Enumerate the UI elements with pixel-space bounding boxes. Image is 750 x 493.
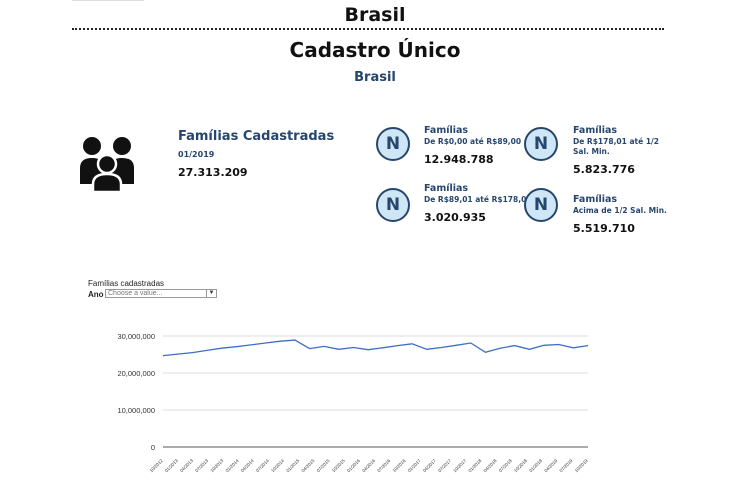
x-tick-label: 07/2015 — [316, 458, 331, 473]
year-select[interactable]: Choose a value... ▼ — [105, 289, 217, 298]
x-tick-label: 04/2017 — [422, 458, 437, 473]
stat-range: De R$0,00 até R$89,00 — [424, 137, 522, 146]
stat-card: Famílias De R$178,01 até 1/2 Sal. Min. 5… — [573, 125, 673, 176]
x-tick-label: 04/2013 — [179, 458, 194, 473]
summary-date: 01/2019 — [178, 150, 215, 159]
x-tick-label: 01/2014 — [225, 458, 240, 473]
stat-title: Famílias — [424, 183, 469, 194]
chart-control-label: Famílias cadastradas — [88, 279, 165, 288]
page-title: Cadastro Único — [289, 38, 461, 62]
x-tick-label: 10/2015 — [331, 458, 346, 473]
summary-title: Famílias Cadastradas — [178, 129, 335, 144]
x-tick-label: 01/2018 — [467, 458, 482, 473]
x-tick-label: 01/2013 — [164, 458, 179, 473]
stat-card: Famílias Acima de 1/2 Sal. Min. 5.519.71… — [573, 194, 683, 235]
n-badge-icon: N — [376, 127, 410, 161]
y-tick-label: 0 — [151, 443, 155, 452]
y-tick-label: 30,000,000 — [117, 332, 155, 341]
x-tick-label: 04/2016 — [361, 458, 376, 473]
x-tick-label: 07/2018 — [498, 458, 513, 473]
x-tick-label: 04/2015 — [300, 458, 315, 473]
x-tick-label: 01/2019 — [528, 458, 543, 473]
dropdown-arrow-icon[interactable]: ▼ — [206, 289, 216, 298]
year-filter-label: Ano — [88, 290, 104, 299]
stat-title: Famílias — [573, 125, 618, 136]
stat-value: 3.020.935 — [424, 211, 486, 224]
x-tick-label: 04/2018 — [483, 458, 498, 473]
x-tick-label: 07/2016 — [376, 458, 391, 473]
stat-range: De R$89,01 até R$178,00 — [424, 195, 532, 204]
stat-value: 5.519.710 — [573, 222, 635, 235]
x-tick-label: 04/2014 — [240, 458, 255, 473]
series-line — [162, 339, 589, 357]
y-tick-label: 20,000,000 — [117, 369, 155, 378]
header-title: Brasil — [344, 4, 406, 26]
x-tick-label: 07/2014 — [255, 458, 270, 473]
stat-range: De R$178,01 até 1/2 Sal. Min. — [573, 137, 659, 156]
x-tick-label: 07/2019 — [558, 458, 573, 473]
n-badge-icon: N — [524, 188, 558, 222]
stat-title: Famílias — [424, 125, 469, 136]
x-tick-label: 07/2013 — [194, 458, 209, 473]
x-tick-label: 01/2015 — [285, 458, 300, 473]
x-tick-label: 10/2018 — [513, 458, 528, 473]
stat-title: Famílias — [573, 194, 618, 205]
n-badge-icon: N — [524, 127, 558, 161]
x-tick-label: 04/2019 — [543, 458, 558, 473]
y-tick-label: 10,000,000 — [117, 406, 155, 415]
summary-total: 27.313.209 — [178, 166, 248, 179]
stat-card: Famílias De R$89,01 até R$178,00 3.020.9… — [424, 183, 532, 224]
stat-range: Acima de 1/2 Sal. Min. — [573, 206, 667, 215]
stat-value: 12.948.788 — [424, 153, 494, 166]
x-tick-label: 01/2017 — [407, 458, 422, 473]
x-tick-label: 10/2016 — [392, 458, 407, 473]
stat-value: 5.823.776 — [573, 163, 635, 176]
dotted-divider — [72, 28, 664, 30]
year-select-placeholder: Choose a value... — [108, 290, 163, 297]
family-icon — [78, 134, 134, 197]
x-tick-label: 10/2014 — [270, 458, 285, 473]
stat-card: Famílias De R$0,00 até R$89,00 12.948.78… — [424, 125, 521, 166]
x-tick-label: 10/2012 — [149, 458, 164, 473]
x-tick-label: 10/2017 — [452, 458, 467, 473]
x-tick-label: 10/2019 — [574, 458, 589, 473]
page-subtitle: Brasil — [354, 70, 396, 85]
x-tick-label: 01/2016 — [346, 458, 361, 473]
top-rule — [72, 0, 144, 1]
x-tick-label: 10/2013 — [209, 458, 224, 473]
x-tick-label: 07/2017 — [437, 458, 452, 473]
n-badge-icon: N — [376, 188, 410, 222]
